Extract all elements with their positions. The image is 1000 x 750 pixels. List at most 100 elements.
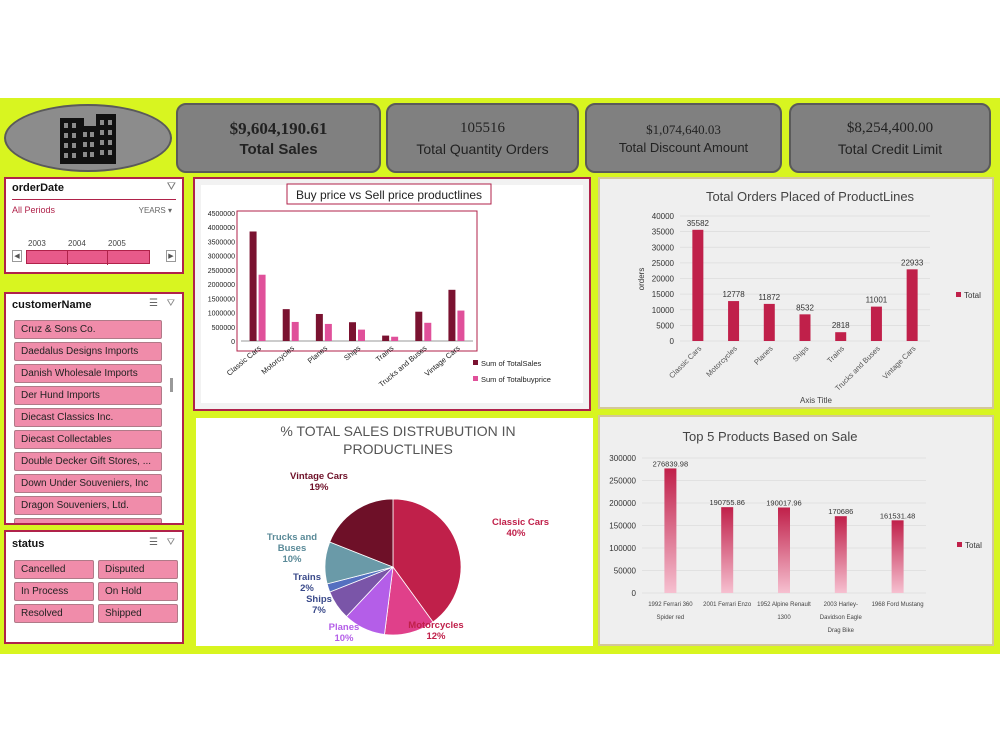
kpi-value: $9,604,190.61	[229, 118, 328, 138]
slice-label: Vintage Cars	[290, 471, 348, 482]
slice-percent: 10%	[282, 554, 302, 565]
y-tick-label: 20000	[652, 275, 675, 284]
kpi-label: Total Sales	[239, 140, 318, 158]
legend-label: Sum of TotalSales	[481, 359, 542, 368]
y-tick-label: 0	[670, 337, 675, 346]
multi-select-icon[interactable]: ☰	[149, 537, 158, 548]
y-tick-label: 1000000	[208, 311, 235, 318]
status-item[interactable]: In Process	[14, 582, 94, 601]
customer-item[interactable]: Der Hund Imports	[14, 386, 162, 405]
slice-label: Motorcycles	[408, 620, 463, 631]
customer-item[interactable]: Cruz & Sons Co.	[14, 320, 162, 339]
y-tick-label: 40000	[652, 212, 675, 221]
buy-vs-sell-panel: Buy price vs Sell price productlines 0 500…	[193, 177, 591, 411]
bar-total	[763, 303, 775, 341]
status-item[interactable]: Cancelled	[14, 560, 94, 579]
legend-label: Total	[964, 291, 981, 300]
sales-distribution-panel: % TOTAL SALES DISTRUBUTION IN PRODUCTLINE…	[196, 418, 593, 646]
x-tick-label: 2003 Harley-	[824, 602, 858, 608]
x-tick-label: Ships	[791, 344, 811, 364]
x-tick-label: Vintage Cars	[423, 343, 462, 378]
top5-products-panel: Top 5 Products Based on Sale 0 50000 100000…	[598, 415, 994, 646]
status-item[interactable]: Disputed	[98, 560, 178, 579]
divider	[12, 199, 176, 200]
x-tick-label: Planes	[306, 343, 330, 365]
kpi-label: Total Discount Amount	[618, 139, 749, 155]
customer-item[interactable]: Diecast Classics Inc.	[14, 408, 162, 427]
buildings-icon	[60, 114, 116, 164]
y-tick-label: 200000	[609, 499, 636, 508]
customer-item[interactable]: Diecast Collectables	[14, 430, 162, 449]
slice-label: Trains	[293, 572, 321, 583]
data-label: 170686	[828, 507, 853, 516]
chart-title-line: PRODUCTLINES	[343, 441, 453, 457]
chart-title: Total Orders Placed of ProductLines	[706, 189, 915, 204]
slice-percent: 19%	[309, 482, 329, 493]
status-item[interactable]: Shipped	[98, 604, 178, 623]
x-tick-label: 2001 Ferrari Enzo	[703, 602, 752, 608]
bar-total-buyprice	[358, 329, 365, 341]
customer-name-slicer: customerName ☰ ⛛ Cruz & Sons Co. Daedalu…	[4, 292, 184, 525]
multi-select-icon[interactable]: ☰	[149, 298, 158, 309]
pie-slice	[329, 498, 394, 568]
bar-total	[778, 507, 790, 593]
kpi-label: Total Credit Limit	[837, 140, 943, 157]
status-item[interactable]: Resolved	[14, 604, 94, 623]
y-tick-label: 1500000	[208, 296, 235, 303]
x-tick-label: 1300	[777, 615, 791, 621]
slicer-title: status	[12, 538, 45, 550]
data-label: 11872	[758, 293, 780, 302]
bar-total	[906, 269, 918, 341]
y-tick-label: 10000	[652, 306, 675, 315]
timeline-bar[interactable]	[26, 250, 150, 265]
kpi-value: $1,074,640.03	[646, 121, 721, 137]
kpi-value: $8,254,400.00	[846, 119, 934, 136]
y-tick-label: 250000	[609, 477, 636, 486]
customer-item[interactable]: Down Under Souveniers, Inc	[14, 474, 162, 493]
customer-item-partial[interactable]	[14, 518, 162, 523]
bar-total-sales	[415, 311, 423, 341]
bar-total-buyprice	[457, 310, 465, 341]
bar-total-sales	[315, 313, 323, 341]
timeline-tick	[107, 251, 108, 265]
slice-label: Buses	[278, 543, 307, 554]
scrollbar-thumb[interactable]	[170, 378, 173, 392]
kpi-total-quantity: 105516 Total Quantity Orders	[386, 103, 579, 173]
pie-slice	[392, 498, 462, 623]
bar-total	[799, 314, 811, 341]
y-axis-title: orders	[637, 268, 646, 291]
y-tick-label: 50000	[614, 567, 637, 576]
bar-total-sales	[249, 231, 257, 341]
customer-item[interactable]: Double Decker Gift Stores, ...	[14, 452, 162, 471]
customer-item[interactable]: Danish Wholesale Imports	[14, 364, 162, 383]
bar-total	[664, 468, 677, 593]
plot-frame	[236, 210, 478, 352]
clear-filter-icon[interactable]: ⛛	[166, 298, 175, 309]
legend-label: Sum of Totalbuyprice	[481, 375, 551, 384]
customer-item[interactable]: Daedalus Designs Imports	[14, 342, 162, 361]
y-tick-label: 500000	[212, 325, 235, 332]
data-label: 8532	[796, 303, 814, 312]
sales-distribution-chart: % TOTAL SALES DISTRUBUTION IN PRODUCTLINE…	[267, 423, 549, 644]
bar-total	[834, 516, 847, 593]
bar-total-sales	[382, 335, 390, 341]
x-tick-label: Classic Cars	[225, 343, 263, 377]
y-tick-label: 35000	[652, 228, 675, 237]
timeline-year-2005: 2005	[108, 239, 126, 248]
slice-percent: 40%	[506, 528, 526, 539]
data-label: 22933	[901, 258, 924, 267]
order-date-slicer: orderDate ⛛ All Periods YEARS ▾ 2003 200…	[4, 177, 184, 274]
x-tick-label: 1952 Alpine Renault	[757, 602, 811, 608]
y-tick-label: 4500000	[208, 211, 235, 218]
clear-filter-icon[interactable]: ⛛	[166, 537, 175, 548]
time-level-dropdown[interactable]: YEARS ▾	[139, 206, 172, 215]
x-tick-label: 1968 Ford Mustang	[872, 602, 924, 608]
kpi-label: Total Quantity Orders	[416, 140, 549, 157]
customer-item[interactable]: Dragon Souveniers, Ltd.	[14, 496, 162, 515]
logo	[4, 104, 172, 172]
scroll-right-icon[interactable]: ▶	[166, 250, 176, 262]
clear-filter-icon[interactable]: ⛛	[166, 181, 176, 193]
x-tick-label: Davidson Eagle	[820, 615, 863, 621]
status-item[interactable]: On Hold	[98, 582, 178, 601]
scroll-left-icon[interactable]: ◀	[12, 250, 22, 262]
